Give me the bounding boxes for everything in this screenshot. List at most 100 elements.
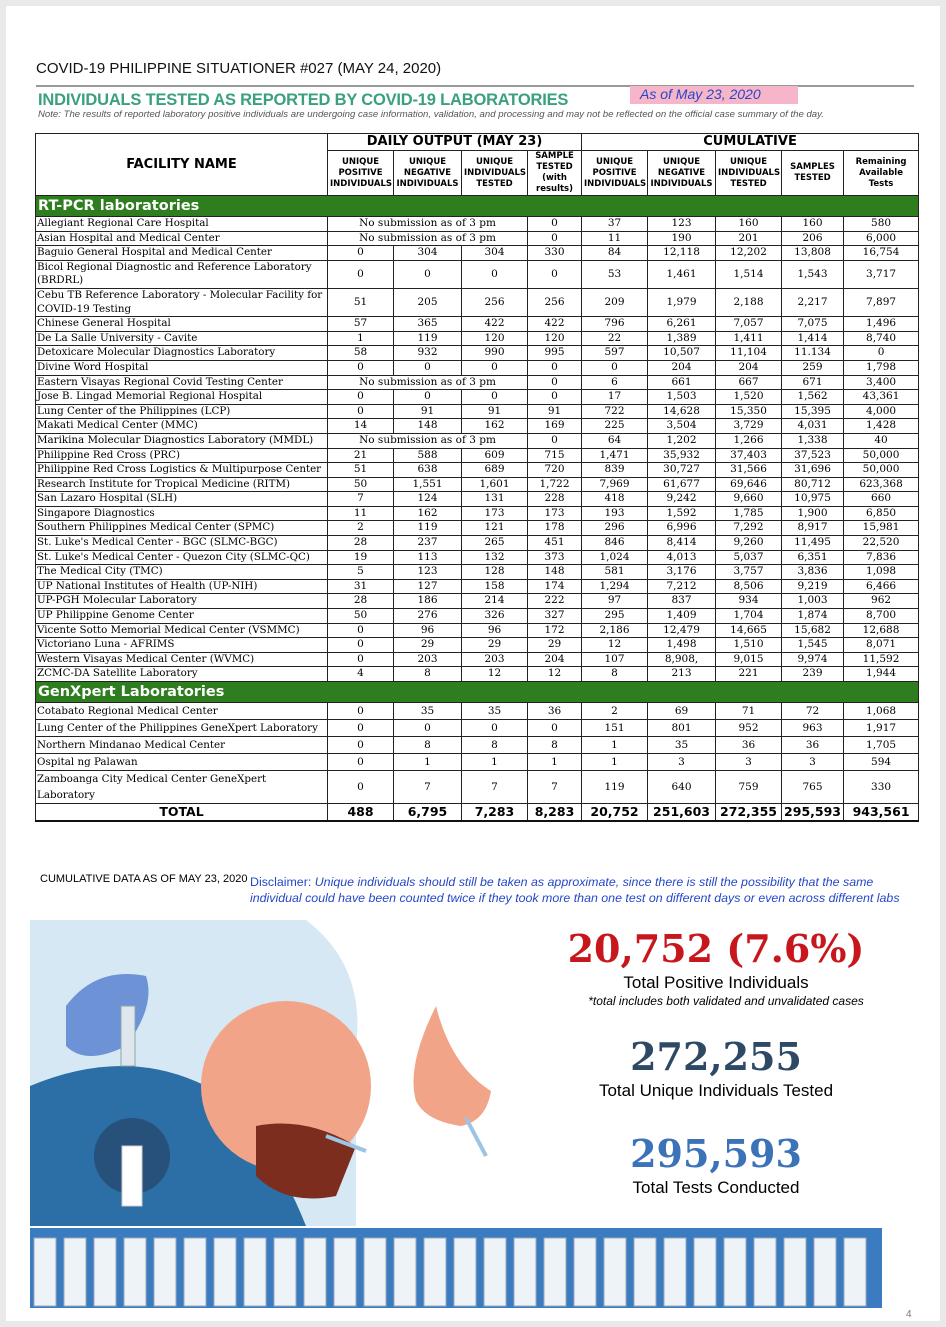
total-cell: 6,795 [393,803,462,822]
tube [843,1237,867,1307]
tube [93,1237,117,1307]
total-cell: 251,603 [647,803,717,822]
cell: 256 [526,287,583,318]
tube [123,1237,147,1307]
table-row: San Lazaro Hospital (SLH) 7 124 131 228 418 9,… [35,491,920,507]
cell: 0 [526,259,583,289]
tube [333,1237,357,1307]
total-cell: 295,593 [781,803,845,822]
tube [513,1237,537,1307]
as-of: As of May 23, 2020 [630,86,798,104]
facility-name: Zamboanga City Medical Center GeneXpert … [35,770,328,804]
cell: 36 [781,736,845,754]
illustration [30,920,882,1308]
disclaimer-lead: Disclaimer: [250,875,312,889]
column-header: SAMPLE TESTED (with results) [526,150,583,196]
tube [603,1237,627,1307]
rule [36,85,914,87]
tube [63,1237,87,1307]
facility-name: Cebu TB Reference Laboratory - Molecular… [35,287,328,318]
title: COVID-19 PHILIPPINE SITUATIONER #027 (MA… [36,60,442,77]
table-row: Allegiant Regional Care Hospital No submi… [35,216,920,232]
tube [423,1237,447,1307]
table-row: Detoxicare Molecular Diagnostics Laborat… [35,345,920,361]
positive-total: 20,752 (7.6%) [567,926,865,971]
cell: 205 [393,287,462,318]
tubes [33,1237,867,1307]
tube [273,1237,297,1307]
cell: 640 [647,770,717,804]
total-cell: 488 [327,803,394,822]
heading: INDIVIDUALS TESTED AS REPORTED BY COVID-… [38,91,569,109]
table-row: Asian Hospital and Medical Center No subm… [35,230,920,247]
swab [464,1117,488,1157]
tube [33,1237,57,1307]
note: Note: The results of reported laboratory… [38,109,824,120]
cell: 51 [327,287,394,318]
cell: 1,068 [843,702,920,720]
tube [213,1237,237,1307]
group-header: CUMULATIVE [581,133,920,151]
tube [753,1237,777,1307]
table-row: Cotabato Regional Medical Center 0 35 35 36 2… [35,702,920,720]
cell: 2,217 [781,287,845,318]
table-row: Eastern Visayas Regional Covid Testing C… [35,374,920,391]
face [201,1001,371,1171]
tube [303,1237,327,1307]
positive-note: *total includes both validated and unval… [588,994,864,1008]
cell: 36 [715,736,783,754]
facility-header: FACILITY NAME [35,133,328,196]
table-row: Western Visayas Medical Center (WVMC) 0 20… [35,651,920,668]
cell: 256 [461,287,528,318]
section-row: RT-PCR laboratories [34,195,920,217]
facility-name: Cotabato Regional Medical Center [35,702,328,720]
tube [813,1237,837,1307]
tube [243,1237,267,1307]
tube [543,1237,567,1307]
total-cell: 8,283 [526,803,583,822]
cell: 7,897 [843,287,920,318]
mouth [256,1123,356,1199]
disclaimer-text: Unique individuals should still be taken… [250,875,900,905]
disclaimer: Disclaimer: Unique individuals should st… [250,874,914,906]
total-cell: 7,283 [461,803,528,822]
tested-label: Total Unique Individuals Tested [598,1081,834,1100]
table-row: Lung Center of the Philippines (LCP) 0 91 9… [35,403,920,420]
table-row: UP National Institutes of Health (UP-NIH… [35,578,920,595]
lab-table: FACILITY NAME DAILY OUTPUT (MAY 23) CUMU… [34,133,920,822]
tube [393,1237,417,1307]
total-cell: TOTAL [35,803,328,822]
column-header: UNIQUE POSITIVE INDIVIDUALS [327,150,394,196]
table-row: The Medical City (TMC) 5 123 128 148 581 3,176… [35,564,920,580]
tube [363,1237,387,1307]
table-row: Northern Mindanao Medical Center 0 8 8 8 1 35 3… [35,736,920,754]
table-row: St. Luke's Medical Center - BGC (SLMC-BG… [35,535,920,551]
table-row: Divine Word Hospital 0 0 0 0 0 204 204 259 1,798 [35,359,920,376]
cell: 209 [581,287,649,318]
tube [453,1237,477,1307]
swab [325,1134,367,1153]
cell: 16,754 [843,245,920,261]
tube [783,1237,807,1307]
tube [153,1237,177,1307]
positive-label: Total Positive Individuals [623,973,809,992]
tube [633,1237,657,1307]
table-row: Ospital ng Palawan 0 1 1 1 1 3 3 3 594 [35,753,920,771]
tube [483,1237,507,1307]
cell: 1,514 [715,259,783,289]
table-row: Lung Center of the Philippines GeneXpert… [35,719,920,737]
cell: 1,705 [843,736,920,754]
section-row: GenXpert Laboratories [34,681,920,703]
facility-name: Northern Mindanao Medical Center [35,736,328,754]
total-row: TOTAL 488 6,795 7,283 8,283 20,752 251,603 272,… [35,803,920,822]
page-number: 4 [906,1309,912,1320]
tube [693,1237,717,1307]
column-header: Remaining Available Tests [843,150,920,196]
table-row: Victoriano Luna - AFRIMS 0 29 29 29 12 1,498 1,… [35,637,920,653]
cell: 1,917 [843,719,920,737]
column-header: UNIQUE INDIVIDUALS TESTED [461,150,528,196]
table-row: UP Philippine Genome Center 50 276 326 327 29… [35,608,920,624]
tube [573,1237,597,1307]
table-row: St. Luke's Medical Center - Quezon City … [35,549,920,566]
cell: 759 [715,770,783,804]
